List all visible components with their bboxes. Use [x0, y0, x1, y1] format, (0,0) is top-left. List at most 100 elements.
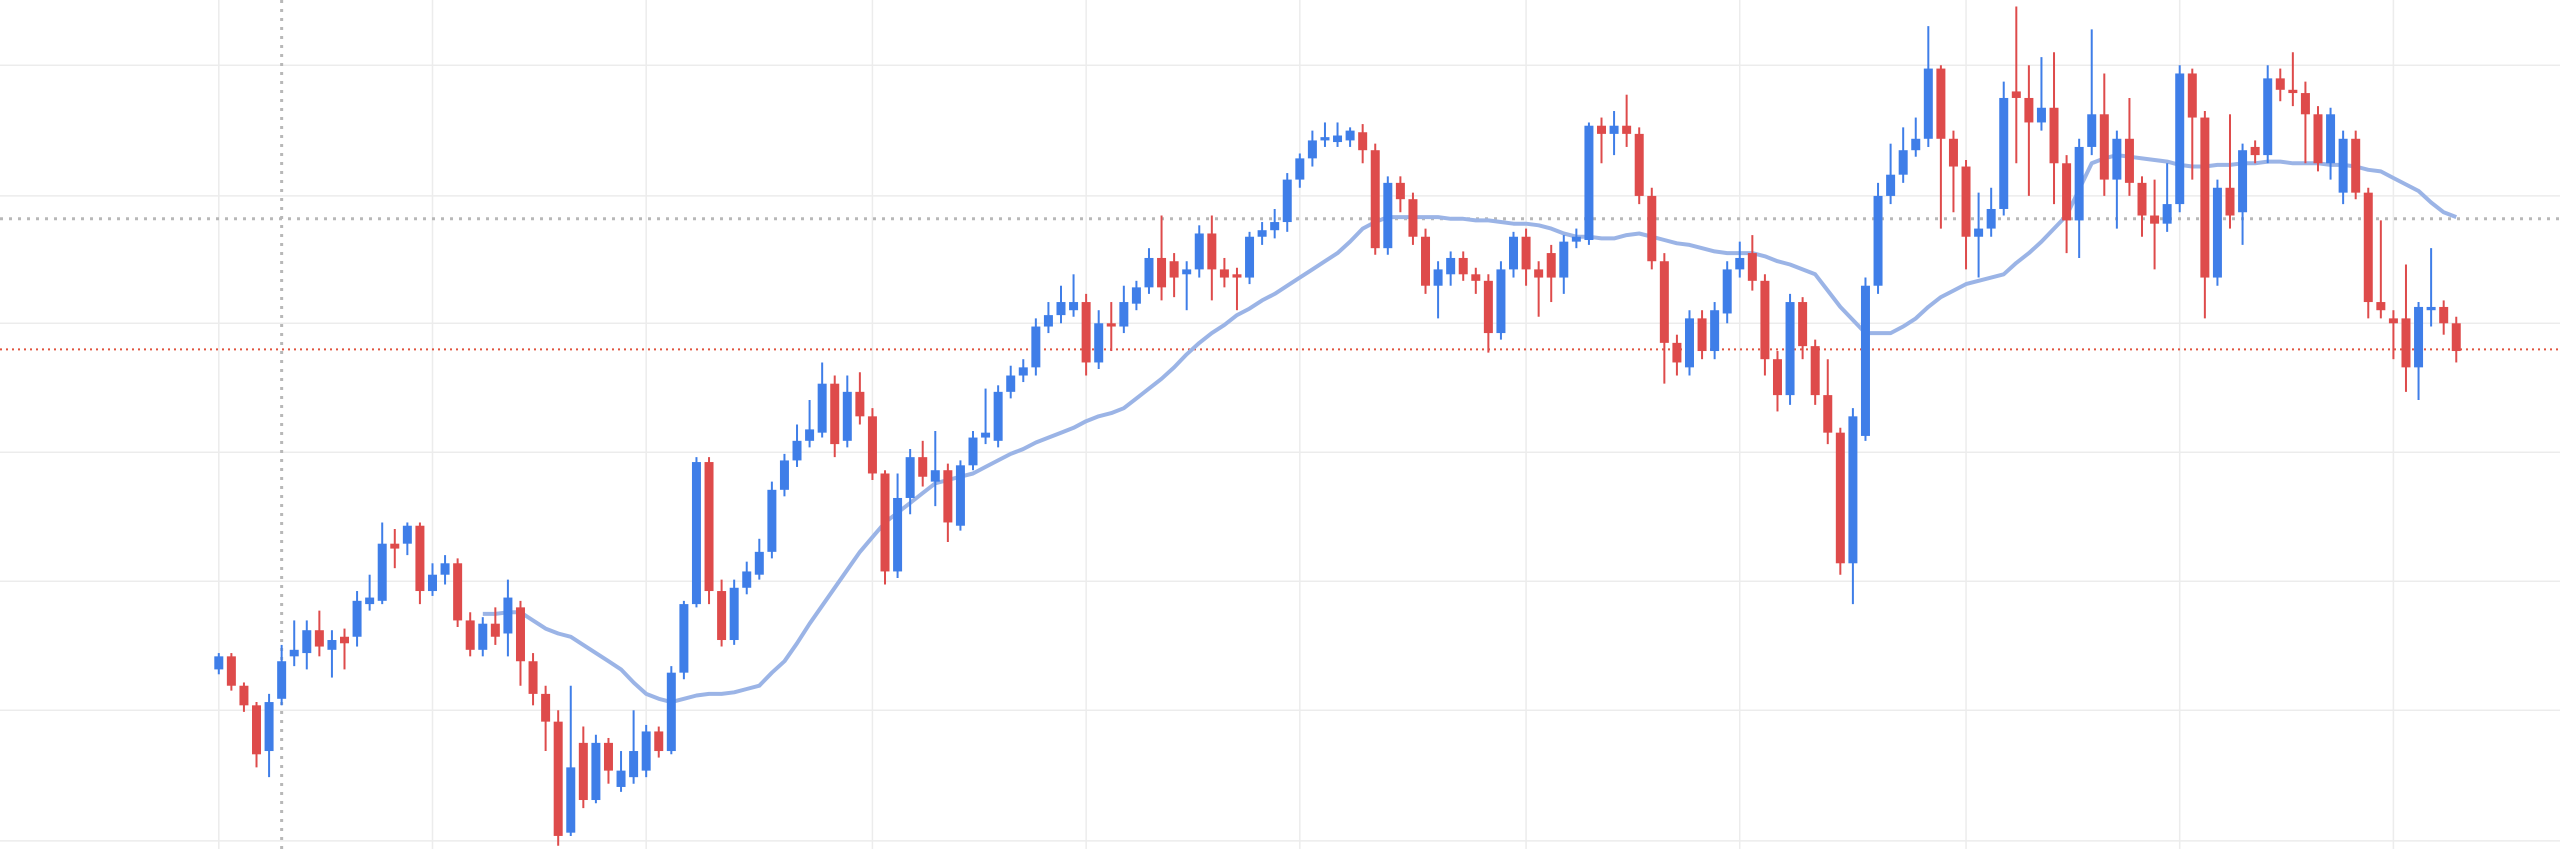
candle-body	[1948, 138, 1958, 167]
candle-body	[1345, 130, 1355, 141]
candle-body	[717, 591, 727, 641]
candle-body	[1182, 269, 1192, 275]
candle-body	[427, 574, 437, 592]
candle-body	[1207, 233, 1217, 270]
candle-body	[1521, 236, 1531, 270]
candle-body	[2363, 192, 2373, 303]
candle-body	[1219, 269, 1229, 278]
candle-body	[377, 543, 387, 601]
candle-body	[1772, 359, 1782, 396]
candle-body	[1697, 318, 1707, 352]
candle-body	[1446, 257, 1456, 275]
candle-body	[2099, 114, 2109, 180]
candle-body	[2351, 138, 2361, 193]
candle-body	[1157, 257, 1167, 288]
candle-body	[2036, 107, 2046, 123]
candle-body	[1257, 230, 1267, 237]
candle-body	[842, 391, 852, 441]
candle-body	[1546, 253, 1556, 278]
candle-body	[302, 630, 312, 654]
candle-body	[2376, 302, 2386, 311]
candle-body	[2187, 73, 2197, 118]
candle-body	[2388, 318, 2398, 324]
candle-body	[2124, 138, 2134, 183]
candle-body	[1659, 261, 1669, 343]
candle-body	[1622, 125, 1632, 134]
candle-body	[591, 742, 601, 801]
candle-body	[340, 636, 349, 644]
candle-body	[880, 473, 890, 572]
candle-body	[1710, 310, 1720, 352]
candle-body	[252, 705, 262, 755]
candle-body	[1647, 195, 1657, 262]
candle-body	[1421, 236, 1431, 286]
candle-body	[1785, 302, 1795, 396]
candle-body	[365, 597, 375, 605]
candle-body	[1006, 375, 1016, 392]
candle-body	[767, 489, 777, 552]
candle-body	[1320, 137, 1330, 141]
candle-body	[930, 470, 940, 482]
candle-body	[2112, 138, 2122, 180]
candle-body	[666, 672, 676, 752]
candle-body	[1395, 182, 1405, 200]
candle-body	[2401, 318, 2411, 368]
candle-body	[465, 620, 475, 650]
candle-body	[2011, 91, 2021, 98]
candle-body	[893, 497, 903, 572]
candle-body	[1408, 199, 1418, 237]
candle-body	[1018, 367, 1028, 376]
candle-body	[1559, 241, 1569, 278]
candle-body	[2175, 73, 2185, 205]
candle-body	[1282, 179, 1292, 223]
candle-body	[239, 685, 249, 706]
candle-body	[1471, 274, 1481, 281]
candle-body	[490, 623, 500, 637]
candle-body	[578, 742, 588, 801]
candle-body	[779, 460, 789, 490]
candle-body	[2049, 107, 2059, 164]
candle-body	[1597, 125, 1606, 134]
candle-body	[1056, 302, 1066, 316]
candle-body	[1999, 97, 2009, 209]
candle-body	[654, 731, 664, 752]
candle-body	[792, 440, 802, 461]
candle-body	[2275, 78, 2285, 90]
candle-body	[1609, 125, 1619, 134]
candle-body	[2225, 187, 2235, 216]
candle-body	[1081, 302, 1091, 363]
candle-body	[2313, 114, 2323, 164]
candle-body	[2150, 215, 2160, 224]
candle-body	[264, 702, 274, 752]
candle-body	[1747, 253, 1757, 281]
candle-body	[1270, 222, 1280, 231]
candle-body	[327, 640, 337, 650]
candle-body	[2162, 204, 2172, 224]
candle-body	[855, 391, 865, 417]
candle-body	[830, 383, 840, 445]
candle-body	[478, 623, 488, 650]
candle-body	[277, 661, 287, 699]
candle-body	[440, 563, 450, 575]
candle-body	[2326, 114, 2336, 164]
candle-body	[352, 600, 362, 637]
candle-body	[1069, 302, 1079, 311]
candle-body	[943, 470, 953, 523]
candle-body	[1534, 269, 1544, 278]
candle-body	[1873, 195, 1883, 286]
candle-body	[1923, 68, 1933, 139]
candle-body	[1974, 228, 1984, 237]
candle-body	[1483, 280, 1493, 334]
candle-body	[2451, 323, 2461, 352]
candle-body	[1760, 280, 1770, 360]
candle-body	[503, 597, 513, 634]
candle-body	[1370, 150, 1380, 249]
candle-body	[2263, 78, 2273, 156]
candle-body	[453, 563, 463, 621]
candle-body	[729, 587, 739, 641]
candle-body	[1823, 395, 1833, 433]
candle-body	[993, 391, 1003, 441]
candle-body	[641, 731, 651, 771]
candle-body	[1232, 274, 1242, 278]
